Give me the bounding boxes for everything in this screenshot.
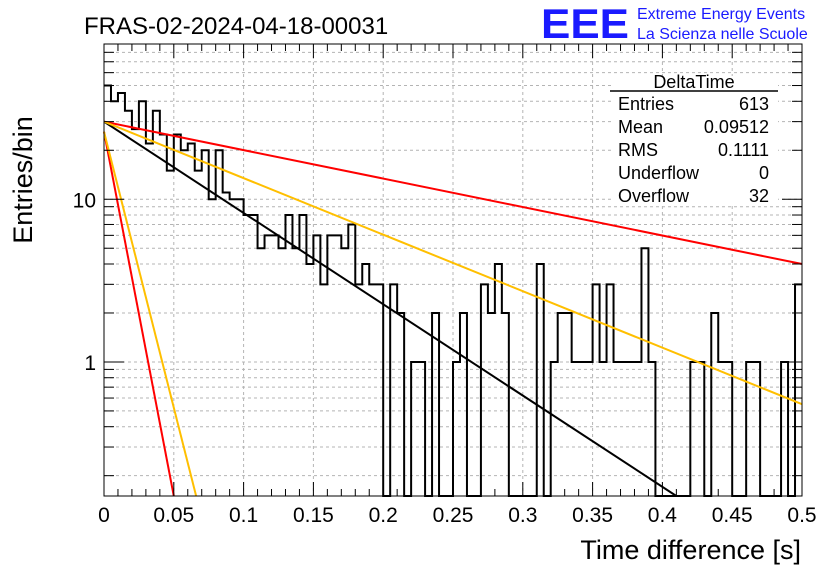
logo-mark: EEE bbox=[541, 0, 629, 47]
x-tick-label: 0.45 bbox=[712, 504, 753, 527]
histogram-bin bbox=[558, 313, 565, 496]
histogram-bin bbox=[285, 215, 292, 496]
x-tick-label: 0.4 bbox=[648, 504, 678, 527]
fit-lines bbox=[103, 120, 803, 497]
x-tick-label: 0.3 bbox=[508, 504, 537, 527]
y-axis-label: Entries/bin bbox=[8, 116, 38, 244]
histogram-bin bbox=[481, 284, 488, 496]
stats-row-label: Mean bbox=[618, 117, 663, 137]
fit-line bbox=[103, 120, 803, 265]
histogram-bin bbox=[216, 150, 223, 496]
histogram-bin bbox=[272, 235, 279, 496]
histogram-bin bbox=[188, 144, 195, 496]
histogram-bin bbox=[265, 235, 272, 496]
histogram-bin bbox=[502, 313, 509, 496]
histogram-bin bbox=[320, 284, 327, 496]
histogram-bin bbox=[362, 264, 369, 496]
histogram-bin bbox=[258, 248, 265, 496]
histogram-bin bbox=[376, 284, 383, 496]
histogram-bin bbox=[174, 135, 181, 496]
histogram-bin bbox=[244, 215, 251, 496]
stats-row-value: 0.1111 bbox=[718, 140, 769, 160]
histogram-bin bbox=[795, 284, 802, 496]
histogram-bin bbox=[230, 199, 237, 496]
x-tick-label: 0.15 bbox=[293, 504, 334, 527]
stats-row-label: Overflow bbox=[618, 186, 690, 206]
histogram-bin bbox=[181, 150, 188, 496]
histogram-bin bbox=[299, 215, 306, 496]
stats-row-label: Underflow bbox=[618, 163, 700, 183]
stats-row-label: RMS bbox=[618, 140, 658, 160]
histogram-bin bbox=[202, 150, 209, 496]
eee-logo: EEE Extreme Energy Events La Scienza nel… bbox=[541, 0, 808, 47]
run-title: FRAS-02-2024-04-18-00031 bbox=[84, 13, 388, 40]
histogram-bin bbox=[313, 235, 320, 496]
histogram-bin bbox=[237, 199, 244, 496]
x-tick-label: 0.05 bbox=[153, 504, 194, 527]
x-tick-label: 0.1 bbox=[229, 504, 258, 527]
stats-box: DeltaTime Entries 613 Mean 0.09512 RMS 0.1111… bbox=[610, 72, 778, 206]
y-tick-label: 1 bbox=[84, 352, 96, 375]
histogram-bin bbox=[460, 313, 467, 496]
x-tick-label: 0.35 bbox=[572, 504, 613, 527]
histogram-bin bbox=[223, 193, 230, 496]
axis-ticks bbox=[103, 43, 803, 496]
fit-line bbox=[103, 131, 198, 497]
histogram-bin bbox=[125, 111, 132, 496]
stats-box-background bbox=[612, 76, 778, 206]
histogram-bin bbox=[711, 313, 718, 496]
histogram-bin bbox=[251, 215, 258, 496]
histogram-bin bbox=[488, 313, 495, 496]
histogram-bin bbox=[139, 101, 146, 496]
x-tick-label: 0.25 bbox=[433, 504, 474, 527]
x-axis-label: Time difference [s] bbox=[580, 535, 801, 565]
histogram-bin bbox=[348, 224, 355, 496]
x-tick-labels: 0 0.05 0.1 0.15 0.2 0.25 0.3 0.35 0.4 0.45 0.5 bbox=[98, 504, 816, 527]
fit-line bbox=[103, 120, 803, 406]
histogram-bin bbox=[369, 284, 376, 496]
histogram-bin bbox=[641, 248, 648, 496]
histogram-bin bbox=[279, 248, 286, 496]
histogram-bin bbox=[327, 235, 334, 496]
y-tick-label: 10 bbox=[73, 189, 96, 212]
histogram-bin bbox=[355, 284, 362, 496]
histogram-bin bbox=[292, 248, 299, 496]
histogram-bin bbox=[565, 313, 572, 496]
y-tick-labels: 1 10 bbox=[73, 189, 96, 375]
histogram-bin bbox=[607, 284, 614, 496]
histogram-bin bbox=[209, 199, 216, 496]
histogram-bin bbox=[593, 284, 600, 496]
stats-row-value: 0 bbox=[759, 163, 769, 183]
fit-line bbox=[103, 131, 175, 497]
stats-row-value: 613 bbox=[739, 94, 769, 114]
histogram-bin bbox=[118, 93, 125, 496]
logo-line-2: La Scienza nelle Scuole bbox=[637, 26, 808, 43]
histogram-bin bbox=[390, 284, 397, 496]
stats-row-label: Entries bbox=[618, 94, 674, 114]
histogram-bin bbox=[306, 264, 313, 496]
stats-box-title: DeltaTime bbox=[653, 72, 734, 92]
logo-line-1: Extreme Energy Events bbox=[637, 6, 805, 23]
histogram-bin bbox=[153, 111, 160, 496]
stats-row-value: 0.09512 bbox=[704, 117, 769, 137]
fit-line bbox=[103, 120, 677, 497]
x-tick-label: 0 bbox=[98, 504, 110, 527]
histogram-bin bbox=[341, 248, 348, 496]
histogram-bin bbox=[397, 313, 404, 496]
x-tick-label: 0.2 bbox=[369, 504, 398, 527]
stats-row-value: 32 bbox=[749, 186, 769, 206]
x-tick-label: 0.5 bbox=[787, 504, 816, 527]
